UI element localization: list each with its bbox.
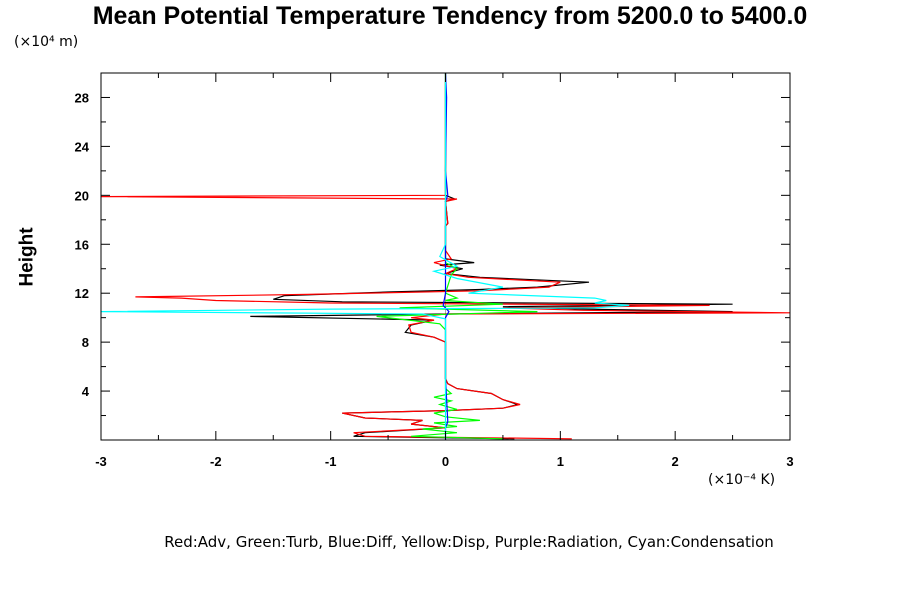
- series-adv: [100, 73, 791, 440]
- series-total: [250, 73, 733, 440]
- y-tick-label: 16: [75, 237, 89, 252]
- x-tick-label: -3: [95, 454, 107, 469]
- series-condensation: [100, 73, 630, 440]
- y-axis-unit: (×10⁴ m): [14, 34, 79, 50]
- y-tick-label: 8: [82, 335, 89, 350]
- y-tick-label: 28: [75, 90, 89, 105]
- y-tick-label: 20: [75, 188, 89, 203]
- x-tick-label: 2: [672, 454, 679, 469]
- x-tick-label: 3: [786, 454, 793, 469]
- x-tick-label: 0: [442, 454, 449, 469]
- x-tick-label: -1: [325, 454, 337, 469]
- y-tick-label: 4: [82, 384, 90, 399]
- x-tick-label: 1: [557, 454, 564, 469]
- x-axis-unit: (×10⁻⁴ K): [708, 472, 776, 488]
- y-tick-label: 24: [75, 139, 90, 154]
- y-tick-label: 12: [75, 286, 89, 301]
- chart-title: Mean Potential Temperature Tendency from…: [92, 2, 808, 30]
- x-tick-label: -2: [210, 454, 222, 469]
- series-turb: [376, 73, 538, 440]
- legend: Red:Adv, Green:Turb, Blue:Diff, Yellow:D…: [164, 533, 774, 551]
